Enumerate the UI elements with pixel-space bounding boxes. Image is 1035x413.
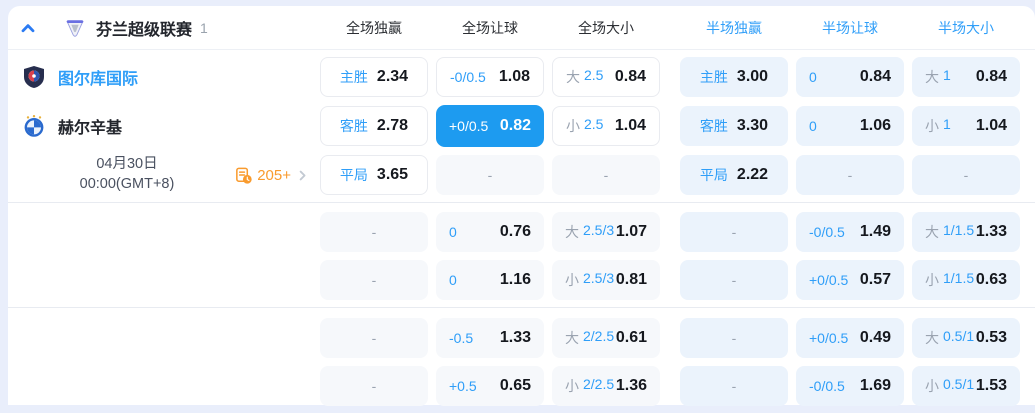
column-header-full-handicap: 全场让球	[462, 19, 518, 36]
kickoff-clock: 00:00(GMT+8)	[79, 176, 175, 192]
odds-cell-half-over[interactable]: 大 0.5/1 0.53	[912, 318, 1020, 358]
odds-cell-empty: -	[680, 318, 788, 358]
chevron-right-icon	[299, 170, 306, 180]
table-row: 赫尔辛基 客胜 2.78 +0/0.5 0.82 小 2.5 1.04 客胜 3.30 0…	[8, 105, 1035, 147]
odds-cell-half-handicap[interactable]: +0/0.5 0.57	[796, 260, 904, 300]
odds-cell-home-win[interactable]: 主胜 2.34	[320, 57, 428, 97]
odds-cell-half-home-win[interactable]: 主胜 3.00	[680, 57, 788, 97]
odds-cell-empty: -	[680, 260, 788, 300]
odds-cell-empty: -	[320, 260, 428, 300]
alt-odds-group-1: - 0 0.76 大 2.5/3 1.07 - -0/0.5 1.49 大 1/1.5 1.…	[8, 203, 1035, 307]
odds-cell-half-handicap[interactable]: -0/0.5 1.49	[796, 212, 904, 252]
chevron-up-icon	[21, 23, 35, 32]
odds-cell-half-under[interactable]: 小 1 1.04	[912, 106, 1020, 146]
odds-cell-empty: -	[796, 155, 904, 195]
odds-cell-empty: -	[680, 212, 788, 252]
table-row: 04月30日 00:00(GMT+8) 205+ 平局 3.65 - - 平	[8, 155, 1035, 195]
section-divider	[8, 307, 1035, 308]
column-header-full-win: 全场独赢	[346, 19, 402, 36]
collapse-button[interactable]	[8, 18, 48, 38]
odds-cell-empty: -	[320, 318, 428, 358]
main-odds-group: 图尔库国际 主胜 2.34 -0/0.5 1.08 大 2.5 0.84 主胜 3.00 …	[8, 50, 1035, 202]
odds-cell-half-handicap[interactable]: +0/0.5 0.49	[796, 318, 904, 358]
odds-cell-half-under[interactable]: 小 0.5/1 1.53	[912, 366, 1020, 406]
odds-cell-half-away-win[interactable]: 客胜 3.30	[680, 106, 788, 146]
odds-cell-empty: -	[552, 155, 660, 195]
kickoff-time: 04月30日 00:00(GMT+8)	[52, 155, 202, 194]
odds-cell-half-under[interactable]: 小 1/1.5 0.63	[912, 260, 1020, 300]
odds-cell-empty: -	[436, 155, 544, 195]
odds-cell-half-over[interactable]: 大 1/1.5 1.33	[912, 212, 1020, 252]
odds-cell-under[interactable]: 小 2.5 1.04	[552, 106, 660, 146]
odds-cell-empty: -	[320, 366, 428, 406]
odds-cell-half-draw[interactable]: 平局 2.22	[680, 155, 788, 195]
league-odds-card: 芬兰超级联赛 1 全场独赢 全场让球 全场大小 半场独赢 半场让球 半场大小	[8, 6, 1035, 408]
table-row: - 0 0.76 大 2.5/3 1.07 - -0/0.5 1.49 大 1/1.5 1.…	[8, 212, 1035, 252]
odds-cell-empty: -	[912, 155, 1020, 195]
column-header-half-overunder: 半场大小	[938, 19, 994, 36]
odds-cell-empty: -	[680, 366, 788, 406]
odds-cell-over[interactable]: 大 2/2.5 0.61	[552, 318, 660, 358]
odds-cell-over[interactable]: 大 2.5/3 1.07	[552, 212, 660, 252]
away-team-logo	[24, 115, 44, 137]
odds-cell-handicap[interactable]: -0/0.5 1.08	[436, 57, 544, 97]
section-divider	[8, 202, 1035, 203]
table-row: - -0.5 1.33 大 2/2.5 0.61 - +0/0.5 0.49 大 0.5/…	[8, 318, 1035, 358]
table-row: - 0 1.16 小 2.5/3 0.81 - +0/0.5 0.57 小 1/1.5 0.…	[8, 260, 1035, 300]
column-header-half-handicap: 半场让球	[822, 19, 878, 36]
league-icon	[64, 17, 86, 39]
markets-count: 205+	[257, 166, 291, 184]
odds-cell-handicap[interactable]: -0.5 1.33	[436, 318, 544, 358]
away-team-name: 赫尔辛基	[58, 120, 123, 137]
odds-cell-half-handicap[interactable]: -0/0.5 1.69	[796, 366, 904, 406]
table-row: - +0.5 0.65 小 2/2.5 1.36 - -0/0.5 1.69 小 0.5/…	[8, 366, 1035, 406]
alt-odds-group-2: - -0.5 1.33 大 2/2.5 0.61 - +0/0.5 0.49 大 0.5/…	[8, 308, 1035, 408]
league-match-count: 1	[200, 19, 208, 36]
table-row: 图尔库国际 主胜 2.34 -0/0.5 1.08 大 2.5 0.84 主胜 3.00 …	[8, 57, 1035, 97]
odds-cell-half-handicap[interactable]: 0 1.06	[796, 106, 904, 146]
odds-cell-handicap[interactable]: 0 1.16	[436, 260, 544, 300]
odds-cell-empty: -	[320, 212, 428, 252]
odds-cell-under[interactable]: 小 2/2.5 1.36	[552, 366, 660, 406]
odds-cell-under[interactable]: 小 2.5/3 0.81	[552, 260, 660, 300]
odds-cell-away-win[interactable]: 客胜 2.78	[320, 106, 428, 146]
column-header-full-overunder: 全场大小	[578, 19, 634, 36]
odds-cell-handicap[interactable]: 0 0.76	[436, 212, 544, 252]
home-team-name: 图尔库国际	[58, 71, 139, 88]
column-header-half-win: 半场独赢	[706, 19, 762, 36]
markets-count-icon	[236, 167, 252, 184]
odds-cell-half-over[interactable]: 大 1 0.84	[912, 57, 1020, 97]
odds-cell-draw[interactable]: 平局 3.65	[320, 155, 428, 195]
away-team[interactable]: 赫尔辛基	[8, 114, 122, 138]
league-header: 芬兰超级联赛 1 全场独赢 全场让球 全场大小 半场独赢 半场让球 半场大小	[8, 6, 1035, 50]
odds-cell-handicap[interactable]: +0.5 0.65	[436, 366, 544, 406]
odds-cell-half-handicap[interactable]: 0 0.84	[796, 57, 904, 97]
kickoff-date: 04月30日	[96, 156, 158, 173]
more-markets-link[interactable]: 205+	[234, 166, 310, 185]
odds-cell-handicap-selected[interactable]: +0/0.5 0.82	[436, 105, 544, 147]
home-team[interactable]: 图尔库国际	[8, 65, 138, 89]
home-team-logo	[24, 66, 44, 88]
odds-cell-over[interactable]: 大 2.5 0.84	[552, 57, 660, 97]
league-name: 芬兰超级联赛	[96, 21, 193, 39]
